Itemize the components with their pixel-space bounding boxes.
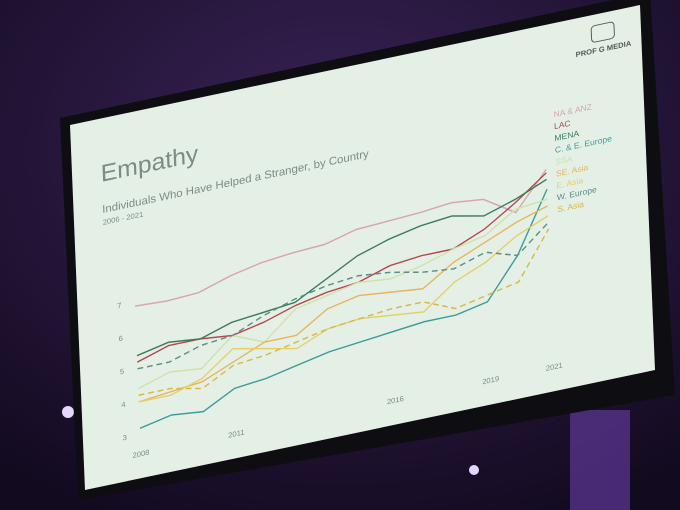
- y-tick-label: 3: [123, 433, 128, 443]
- series-line: [137, 221, 549, 370]
- legend-label: SSA: [555, 153, 573, 166]
- y-tick-label: 7: [117, 301, 122, 311]
- series-line: [138, 205, 548, 403]
- pillar: [570, 410, 630, 510]
- series-line: [134, 169, 547, 307]
- light: [469, 465, 479, 475]
- y-tick-label: 6: [118, 334, 123, 344]
- x-tick-label: 2016: [387, 394, 404, 406]
- slide-bg: [70, 4, 656, 491]
- logo-icon: [590, 21, 615, 43]
- series-line: [136, 178, 547, 357]
- x-tick-label: 2008: [132, 448, 149, 460]
- x-tick-label: 2019: [482, 374, 499, 386]
- series-line: [138, 228, 550, 396]
- series-line: [136, 172, 547, 363]
- series-line: [138, 198, 548, 390]
- y-tick-label: 4: [121, 400, 126, 410]
- x-tick-label: 2021: [546, 361, 563, 373]
- light: [62, 406, 74, 418]
- series-line: [139, 189, 548, 429]
- x-tick-label: 2011: [228, 428, 245, 440]
- y-tick-label: 5: [120, 367, 125, 377]
- slide: PROF G MEDIA Empathy Individuals Who Hav…: [70, 4, 656, 491]
- legend-label: LAC: [554, 118, 571, 131]
